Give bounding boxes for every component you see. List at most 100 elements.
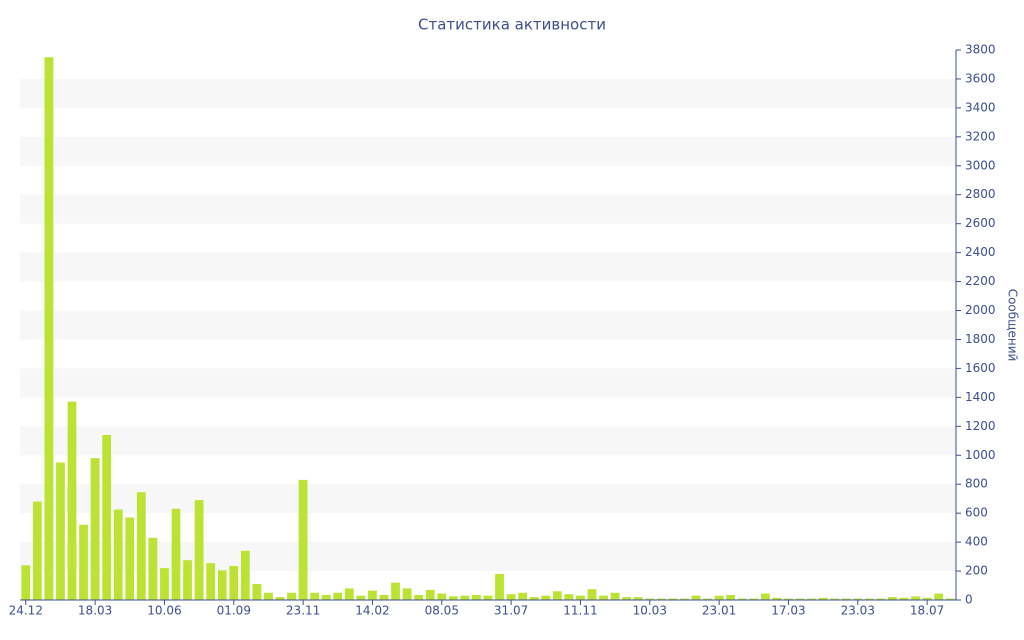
bar [437, 593, 447, 600]
bar [518, 592, 528, 600]
grid-band [20, 542, 956, 572]
y-tick-label: 3600 [965, 71, 996, 85]
bar [737, 598, 747, 600]
y-tick-label: 2200 [965, 274, 996, 288]
bar [529, 597, 539, 600]
y-tick-label: 1400 [965, 390, 996, 404]
grid-band [20, 252, 956, 282]
x-tick-label: 08.05 [425, 604, 459, 618]
bar [391, 582, 400, 600]
bar [240, 550, 250, 600]
bar [90, 458, 100, 600]
bar [587, 589, 597, 600]
bar [194, 500, 204, 600]
y-tick-label: 800 [965, 477, 988, 491]
bar [275, 597, 285, 600]
bar [298, 479, 308, 600]
bar [44, 57, 54, 601]
bar [425, 589, 435, 600]
bar [183, 560, 192, 600]
bar [610, 592, 620, 600]
bar [472, 594, 481, 600]
bar [333, 592, 343, 600]
grid-band [20, 484, 956, 514]
bar [32, 501, 42, 600]
bar [356, 595, 366, 600]
bar [772, 597, 782, 600]
bar [67, 401, 77, 600]
bar [633, 597, 643, 600]
bar [148, 537, 158, 600]
bar [703, 598, 712, 600]
y-tick-label: 2600 [965, 216, 996, 230]
bar [945, 598, 955, 600]
x-tick-label: 23.03 [841, 604, 875, 618]
bar [853, 598, 863, 600]
x-tick-label: 11.11 [563, 604, 597, 618]
bar [460, 595, 470, 600]
y-tick-label: 1800 [965, 332, 996, 346]
y-tick-label: 1200 [965, 419, 996, 433]
y-tick-label: 2800 [965, 187, 996, 201]
y-tick-label: 1600 [965, 361, 996, 375]
y-tick-label: 3800 [965, 43, 996, 57]
bar [934, 593, 944, 600]
bar [252, 584, 262, 600]
bar [749, 598, 759, 600]
bar [645, 598, 655, 600]
x-tick-label: 18.07 [910, 604, 944, 618]
bar [310, 592, 320, 600]
bar [125, 517, 135, 600]
bar [830, 598, 840, 600]
bar [506, 594, 516, 600]
y-tick-label: 400 [965, 535, 988, 549]
bar [483, 595, 493, 600]
bar [344, 588, 354, 600]
bar [864, 598, 874, 600]
bar [680, 598, 689, 600]
bar [321, 594, 331, 600]
bar [495, 573, 504, 600]
grid-band [20, 194, 956, 224]
y-tick-label: 3200 [965, 129, 996, 143]
grid-band [20, 310, 956, 340]
y-tick-label: 2000 [965, 303, 996, 317]
bar [656, 598, 666, 600]
y-tick-label: 0 [965, 593, 973, 607]
bar [876, 598, 886, 600]
bar [217, 570, 227, 600]
bar [264, 592, 273, 600]
bar [102, 435, 112, 600]
y-tick-label: 1000 [965, 448, 996, 462]
y-tick-label: 3400 [965, 100, 996, 114]
bar [691, 595, 701, 600]
y-tick-label: 600 [965, 506, 988, 520]
grid-band [20, 78, 956, 108]
grid-band [20, 368, 956, 398]
bar [576, 595, 585, 600]
bar [599, 595, 608, 600]
bar [21, 565, 31, 600]
bar [448, 596, 458, 600]
x-tick-label: 10.03 [633, 604, 667, 618]
bar [899, 597, 909, 600]
bar [668, 598, 678, 600]
x-tick-label: 14.02 [355, 604, 389, 618]
bar [552, 591, 562, 600]
bar [206, 563, 216, 600]
bar [622, 597, 632, 600]
bar [229, 565, 239, 600]
x-tick-label: 01.09 [217, 604, 251, 618]
bar [564, 594, 574, 600]
bar [760, 593, 770, 600]
bar [379, 594, 389, 600]
bar [79, 524, 88, 600]
x-tick-label: 24.12 [9, 604, 43, 618]
x-tick-label: 23.11 [286, 604, 320, 618]
bar [795, 598, 805, 600]
bar [784, 598, 793, 600]
bar [714, 595, 724, 600]
y-tick-label: 200 [965, 564, 988, 578]
bar [171, 508, 181, 600]
bar [818, 597, 828, 600]
